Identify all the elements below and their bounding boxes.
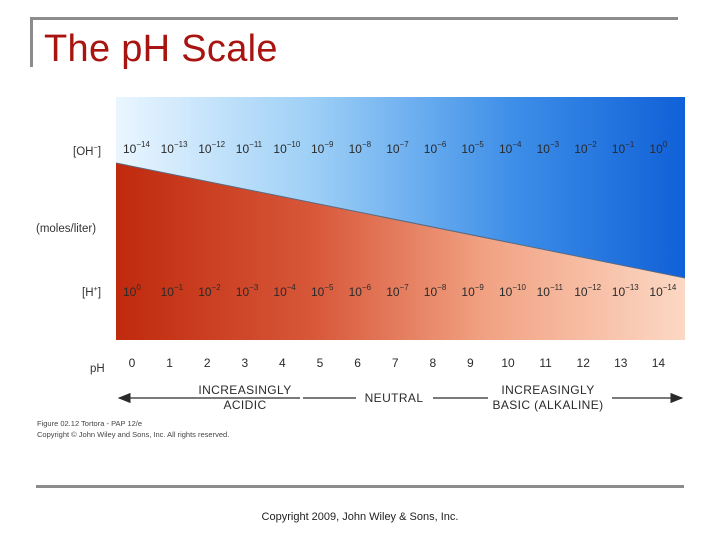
h-concentration-tick: 10−11 [537, 283, 564, 299]
ph-value-tick: 8 [429, 356, 436, 370]
ph-value-tick: 2 [204, 356, 211, 370]
h-concentration-tick: 10−12 [574, 283, 601, 299]
h-concentration-tick: 10−8 [424, 283, 447, 299]
ph-value-tick: 6 [354, 356, 361, 370]
ph-value-tick: 1 [166, 356, 173, 370]
oh-concentration-tick: 10−6 [424, 140, 447, 156]
oh-concentration-tick: 10−8 [349, 140, 372, 156]
hydrogen-gradient-region [116, 163, 685, 340]
oh-concentration-tick: 10−2 [574, 140, 597, 156]
ph-value-ticks: 0 1 2 3 4 5 6 7 8 9 10 11 12 13 14 [129, 356, 666, 370]
ph-value-tick: 14 [652, 356, 666, 370]
ph-value-tick: 11 [539, 356, 552, 370]
ph-value-tick: 7 [392, 356, 399, 370]
h-concentration-tick: 10−5 [311, 283, 334, 299]
basic-label-line-1: INCREASINGLY [501, 383, 594, 397]
oh-concentration-tick: 10−9 [311, 140, 334, 156]
ph-value-tick: 9 [467, 356, 474, 370]
oh-concentration-tick: 10−10 [273, 140, 300, 156]
oh-concentration-ticks: 10−14 10−13 10−12 10−11 10−10 10−9 10−8 10−7 10−… [123, 140, 668, 156]
h-concentration-tick: 10−3 [236, 283, 259, 299]
footer-copyright: Copyright 2009, John Wiley & Sons, Inc. [261, 511, 459, 523]
slide-title: The pH Scale [44, 28, 278, 70]
ph-value-tick: 3 [241, 356, 248, 370]
ph-value-tick: 5 [317, 356, 324, 370]
oh-concentration-tick: 100 [649, 140, 667, 156]
ph-value-tick: 0 [129, 356, 136, 370]
moles-per-liter-label: (moles/liter) [36, 223, 96, 235]
oh-concentration-tick: 10−7 [386, 140, 409, 156]
oh-concentration-tick: 10−13 [161, 140, 188, 156]
h-concentration-tick: 10−1 [161, 283, 184, 299]
ph-value-tick: 4 [279, 356, 286, 370]
ph-value-tick: 12 [577, 356, 591, 370]
basic-label-line-2: BASIC (ALKALINE) [492, 398, 603, 412]
h-concentration-tick: 100 [123, 283, 141, 299]
h-concentration-tick: 10−2 [198, 283, 221, 299]
hydroxide-gradient-region [116, 97, 685, 278]
figure-caption: Figure 02.12 Tortora - PAP 12/e [37, 419, 142, 428]
h-concentration-tick: 10−14 [649, 283, 676, 299]
concentration-boundary [115, 162, 686, 279]
oh-concentration-tick: 10−12 [198, 140, 225, 156]
figure-copyright: Copyright © John Wiley and Sons, Inc. Al… [37, 430, 229, 439]
h-concentration-tick: 10−10 [499, 283, 526, 299]
oh-row-label: [OH−] [73, 143, 101, 158]
acidic-label-line-1: INCREASINGLY [198, 383, 291, 397]
h-concentration-tick: 10−6 [349, 283, 372, 299]
neutral-label: NEUTRAL [365, 391, 424, 405]
h-row-label: [H+] [82, 284, 101, 299]
oh-concentration-tick: 10−3 [537, 140, 560, 156]
ph-value-tick: 10 [501, 356, 515, 370]
oh-concentration-tick: 10−1 [612, 140, 635, 156]
title-frame-top [30, 17, 678, 20]
acidic-label-line-2: ACIDIC [223, 398, 266, 412]
oh-concentration-tick: 10−4 [499, 140, 522, 156]
oh-concentration-tick: 10−11 [236, 140, 263, 156]
h-concentration-ticks: 100 10−1 10−2 10−3 10−4 10−5 10−6 10−7 10−8 10−9 1… [123, 283, 677, 299]
oh-concentration-tick: 10−14 [123, 140, 150, 156]
h-concentration-tick: 10−9 [461, 283, 484, 299]
h-concentration-tick: 10−13 [612, 283, 639, 299]
h-concentration-tick: 10−4 [273, 283, 296, 299]
footer-rule [36, 485, 684, 488]
oh-concentration-tick: 10−5 [461, 140, 484, 156]
h-concentration-tick: 10−7 [386, 283, 409, 299]
ph-value-tick: 13 [614, 356, 628, 370]
ph-row-label: pH [90, 363, 105, 375]
title-frame-left [30, 17, 33, 67]
